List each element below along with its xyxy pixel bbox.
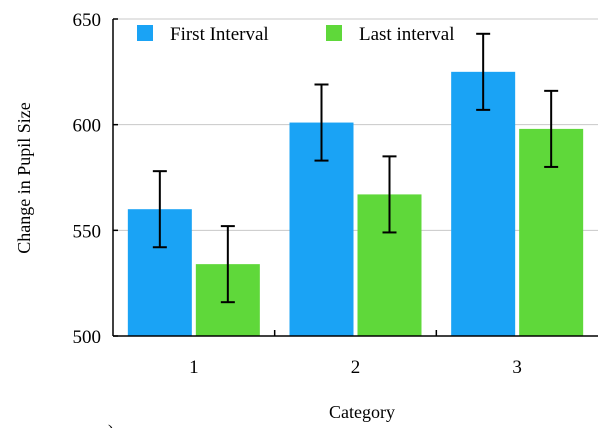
legend-label: Last interval xyxy=(359,24,455,45)
bar-group xyxy=(127,71,584,336)
x-tick-labels: 1 2 3 xyxy=(189,357,522,378)
legend-swatch xyxy=(137,25,153,41)
x-axis-title: Category xyxy=(329,402,395,422)
legend-label: First Interval xyxy=(170,24,269,45)
y-tick-label: 550 xyxy=(73,221,102,242)
x-tick-label: 1 xyxy=(189,357,199,378)
legend-swatch xyxy=(326,25,342,41)
legend: First Interval Last interval xyxy=(137,24,455,45)
y-tick-labels: 500 550 600 650 xyxy=(73,10,102,348)
y-axis-title: Change in Pupil Size xyxy=(14,102,34,254)
y-tick-label: 600 xyxy=(73,116,102,137)
error-bar-group xyxy=(152,32,559,304)
x-tick-label: 2 xyxy=(351,357,361,378)
y-tick-label: 500 xyxy=(73,327,102,348)
gridlines xyxy=(113,18,598,231)
panel-label: a) xyxy=(100,421,114,428)
axes xyxy=(112,18,598,337)
x-tick-label: 3 xyxy=(512,357,522,378)
y-tick-label: 650 xyxy=(73,10,102,31)
bar xyxy=(451,71,516,336)
